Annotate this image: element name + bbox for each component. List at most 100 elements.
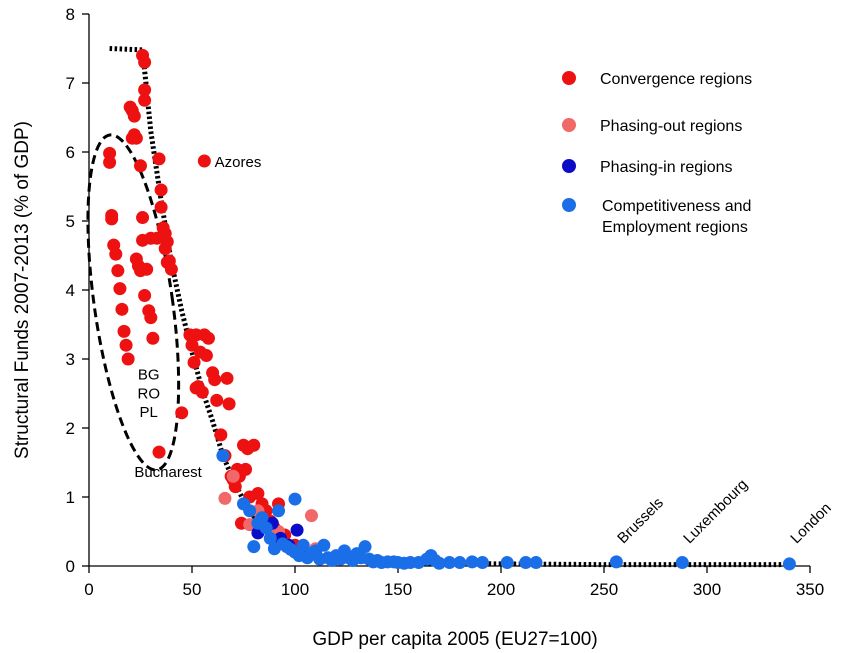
data-point	[187, 355, 201, 369]
data-point	[138, 93, 152, 107]
data-point	[243, 504, 257, 518]
data-point	[216, 449, 230, 463]
y-tick-label: 8	[66, 5, 75, 24]
data-point	[317, 538, 331, 552]
annotation-label: London	[787, 500, 834, 547]
data-point	[210, 393, 224, 407]
data-point	[218, 491, 232, 505]
data-point	[259, 521, 273, 535]
y-tick-label: 3	[66, 350, 75, 369]
axes	[88, 14, 810, 567]
x-axis-title: GDP per capita 2005 (EU27=100)	[312, 629, 597, 650]
y-tick-label: 5	[66, 212, 75, 231]
data-point	[247, 438, 261, 452]
data-point	[197, 154, 211, 168]
y-tick-label: 4	[66, 281, 75, 300]
data-point	[263, 531, 277, 545]
data-point	[140, 262, 154, 276]
data-point	[214, 428, 228, 442]
data-points	[103, 48, 796, 571]
data-point	[105, 212, 119, 226]
annotation-label: BG	[138, 367, 160, 384]
legend: Convergence regions Phasing-out regions Ph…	[562, 71, 752, 236]
data-point	[675, 556, 689, 570]
data-point	[138, 83, 152, 97]
data-point	[111, 264, 125, 278]
data-point	[609, 555, 623, 569]
data-point	[154, 200, 168, 214]
data-point	[290, 523, 304, 537]
y-ticks: 0 1 2 3 4 5 6 7 8	[66, 5, 89, 576]
x-tick-label: 250	[590, 580, 618, 599]
series-3	[216, 449, 796, 571]
y-axis-title: Structural Funds 2007-2013 (% of GDP)	[12, 121, 33, 459]
data-point	[119, 338, 133, 352]
x-tick-label: 300	[693, 580, 721, 599]
data-point	[138, 289, 152, 303]
data-point	[160, 235, 174, 249]
data-point	[453, 556, 467, 570]
data-point	[288, 492, 302, 506]
data-point	[164, 262, 178, 276]
annotation-label: Brussels	[614, 494, 667, 547]
data-point	[222, 397, 236, 411]
data-point	[208, 373, 222, 387]
annotation-label: Luxembourg	[680, 476, 751, 547]
data-point	[255, 511, 269, 525]
legend-label: Phasing-out regions	[600, 118, 742, 135]
data-point	[304, 509, 318, 523]
data-point	[109, 247, 123, 261]
series-0	[103, 48, 302, 552]
data-point	[432, 556, 446, 570]
data-point	[529, 556, 543, 570]
data-point	[121, 352, 135, 366]
data-point	[195, 385, 209, 399]
data-point	[146, 331, 160, 345]
y-tick-label: 6	[66, 143, 75, 162]
data-point	[117, 324, 131, 338]
x-tick-label: 150	[384, 580, 412, 599]
data-point	[272, 504, 286, 518]
data-point	[138, 55, 152, 69]
data-point	[500, 556, 514, 570]
x-ticks: 0 50 100 150 200 250 300 350	[84, 566, 824, 599]
legend-label: Convergence regions	[600, 71, 752, 88]
data-point	[239, 462, 253, 476]
y-tick-label: 7	[66, 74, 75, 93]
data-point	[103, 146, 117, 160]
data-point	[443, 556, 456, 570]
legend-label: Competitiveness and Employment regions	[602, 198, 751, 236]
y-tick-label: 2	[66, 419, 75, 438]
legend-marker	[562, 118, 576, 132]
data-point	[519, 556, 533, 570]
annotation-label: PL	[140, 404, 158, 421]
x-tick-label: 350	[796, 580, 824, 599]
data-point	[115, 302, 129, 316]
data-point	[782, 557, 796, 571]
data-point	[247, 540, 261, 554]
x-tick-label: 100	[281, 580, 309, 599]
data-point	[134, 159, 147, 173]
legend-marker	[562, 159, 576, 173]
y-tick-label: 0	[66, 557, 75, 576]
x-tick-label: 0	[84, 580, 93, 599]
data-point	[154, 183, 168, 197]
data-point	[136, 211, 150, 225]
data-point	[152, 152, 166, 166]
data-point	[358, 540, 372, 554]
legend-marker	[562, 198, 576, 212]
data-point	[465, 555, 479, 569]
y-tick-label: 1	[66, 488, 75, 507]
legend-marker	[562, 71, 576, 85]
annotation-label: Bucharest	[134, 464, 202, 481]
data-point	[144, 311, 158, 325]
annotation-label: RO	[137, 385, 160, 402]
data-point	[127, 109, 141, 123]
data-point	[129, 131, 143, 145]
data-point	[175, 406, 189, 420]
legend-label: Phasing-in regions	[600, 159, 733, 176]
annotation-label: Azores	[215, 154, 262, 171]
data-point	[152, 445, 166, 459]
data-point	[201, 331, 215, 345]
